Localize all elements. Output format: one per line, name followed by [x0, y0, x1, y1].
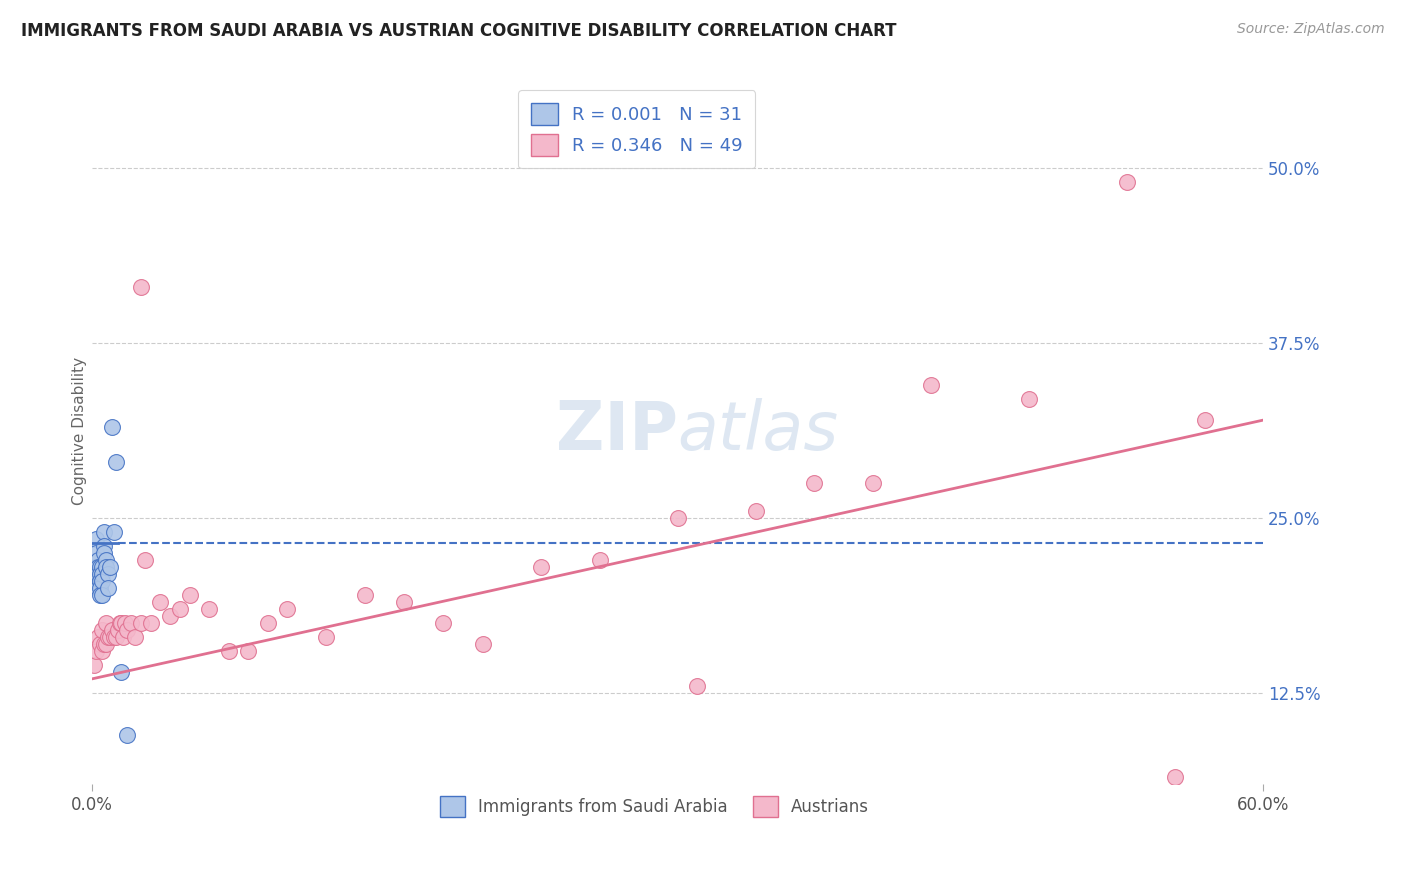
Point: [91, 588, 114, 602]
Point: [103, 630, 125, 644]
Point: [104, 455, 127, 469]
Point: [97, 566, 120, 581]
Point: [93, 524, 115, 539]
Point: [94, 615, 117, 630]
Text: ZIP: ZIP: [555, 398, 678, 464]
Point: [84, 560, 107, 574]
Point: [124, 630, 146, 644]
Point: [394, 595, 416, 609]
Point: [89, 566, 111, 581]
Point: [89, 588, 111, 602]
Point: [89, 560, 111, 574]
Point: [114, 615, 136, 630]
Point: [104, 630, 127, 644]
Point: [107, 623, 129, 637]
Text: atlas: atlas: [678, 398, 839, 464]
Point: [98, 630, 121, 644]
Point: [139, 615, 162, 630]
Point: [129, 615, 152, 630]
Point: [169, 602, 191, 616]
Point: [276, 602, 298, 616]
Point: [432, 615, 454, 630]
Point: [315, 630, 337, 644]
Text: IMMIGRANTS FROM SAUDI ARABIA VS AUSTRIAN COGNITIVE DISABILITY CORRELATION CHART: IMMIGRANTS FROM SAUDI ARABIA VS AUSTRIAN…: [21, 22, 897, 40]
Point: [471, 637, 494, 651]
Point: [1194, 413, 1216, 427]
Point: [87, 630, 110, 644]
Point: [97, 630, 120, 644]
Point: [89, 574, 111, 588]
Point: [666, 511, 689, 525]
Point: [100, 420, 122, 434]
Point: [149, 595, 172, 609]
Legend: Immigrants from Saudi Arabia, Austrians: Immigrants from Saudi Arabia, Austrians: [432, 788, 877, 825]
Point: [87, 581, 110, 595]
Point: [83, 657, 105, 672]
Point: [93, 546, 115, 560]
Point: [745, 504, 768, 518]
Point: [1115, 175, 1137, 189]
Point: [117, 623, 139, 637]
Point: [218, 644, 240, 658]
Point: [862, 476, 884, 491]
Point: [87, 566, 110, 581]
Point: [94, 637, 117, 651]
Point: [98, 560, 121, 574]
Point: [84, 532, 107, 546]
Point: [354, 588, 377, 602]
Point: [112, 630, 135, 644]
Point: [91, 574, 114, 588]
Point: [238, 644, 260, 658]
Point: [179, 588, 201, 602]
Point: [91, 623, 114, 637]
Point: [1164, 770, 1187, 784]
Point: [94, 553, 117, 567]
Point: [256, 615, 278, 630]
Point: [686, 679, 709, 693]
Point: [129, 280, 152, 294]
Point: [94, 560, 117, 574]
Point: [920, 378, 942, 392]
Point: [84, 546, 107, 560]
Point: [89, 581, 111, 595]
Point: [87, 553, 110, 567]
Point: [89, 637, 111, 651]
Point: [198, 602, 221, 616]
Point: [588, 553, 610, 567]
Point: [1018, 392, 1040, 406]
Point: [530, 560, 553, 574]
Point: [100, 623, 122, 637]
Point: [120, 615, 142, 630]
Point: [117, 728, 139, 742]
Point: [93, 637, 115, 651]
Y-axis label: Cognitive Disability: Cognitive Disability: [72, 357, 87, 505]
Point: [87, 560, 110, 574]
Point: [84, 644, 107, 658]
Point: [134, 553, 156, 567]
Point: [803, 476, 825, 491]
Point: [97, 581, 120, 595]
Point: [83, 560, 105, 574]
Text: Source: ZipAtlas.com: Source: ZipAtlas.com: [1237, 22, 1385, 37]
Point: [110, 615, 132, 630]
Point: [91, 566, 114, 581]
Point: [103, 524, 125, 539]
Point: [93, 539, 115, 553]
Point: [159, 608, 181, 623]
Point: [110, 665, 132, 679]
Point: [91, 644, 114, 658]
Point: [83, 574, 105, 588]
Point: [91, 560, 114, 574]
Point: [108, 615, 131, 630]
